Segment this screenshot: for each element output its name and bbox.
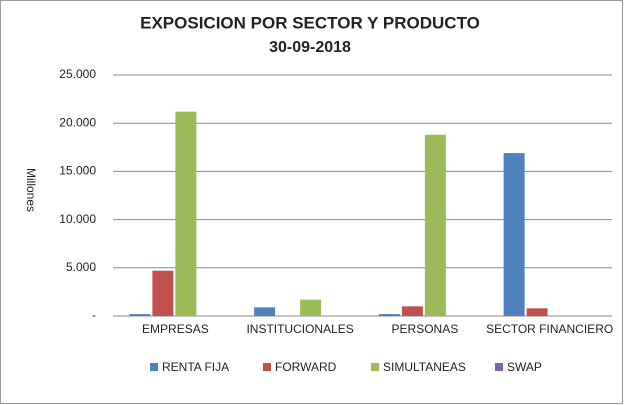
bar bbox=[503, 153, 525, 316]
x-tick-label: PERSONAS bbox=[392, 322, 459, 336]
bar bbox=[152, 270, 174, 316]
x-tick-label: INSTITUCIONALES bbox=[246, 322, 353, 336]
y-tick-label: 25.000 bbox=[59, 67, 96, 81]
y-axis-label: Millones bbox=[24, 168, 38, 212]
bar bbox=[526, 308, 548, 316]
bar bbox=[401, 306, 423, 316]
legend-swatch bbox=[495, 363, 503, 371]
x-tick-label: EMPRESAS bbox=[142, 322, 209, 336]
bar bbox=[424, 134, 446, 316]
legend-label: SIMULTANEAS bbox=[383, 360, 466, 374]
y-tick-label: - bbox=[92, 308, 96, 322]
y-tick-label: 5.000 bbox=[66, 260, 96, 274]
legend-label: RENTA FIJA bbox=[162, 360, 229, 374]
legend-label: SWAP bbox=[507, 360, 542, 374]
y-tick-label: 15.000 bbox=[59, 164, 96, 178]
chart-title: EXPOSICION POR SECTOR Y PRODUCTO bbox=[140, 13, 480, 32]
bar bbox=[175, 111, 197, 316]
bar bbox=[378, 314, 400, 316]
x-tick-label: SECTOR FINANCIERO bbox=[486, 322, 613, 336]
legend-swatch bbox=[263, 363, 271, 371]
legend-label: FORWARD bbox=[275, 360, 337, 374]
bar bbox=[254, 307, 276, 316]
legend-swatch bbox=[150, 363, 158, 371]
legend-swatch bbox=[371, 363, 379, 371]
bar bbox=[300, 299, 322, 316]
chart-subtitle: 30-09-2018 bbox=[269, 39, 351, 56]
y-tick-label: 20.000 bbox=[59, 115, 96, 129]
bar bbox=[129, 314, 151, 316]
y-tick-label: 10.000 bbox=[59, 212, 96, 226]
